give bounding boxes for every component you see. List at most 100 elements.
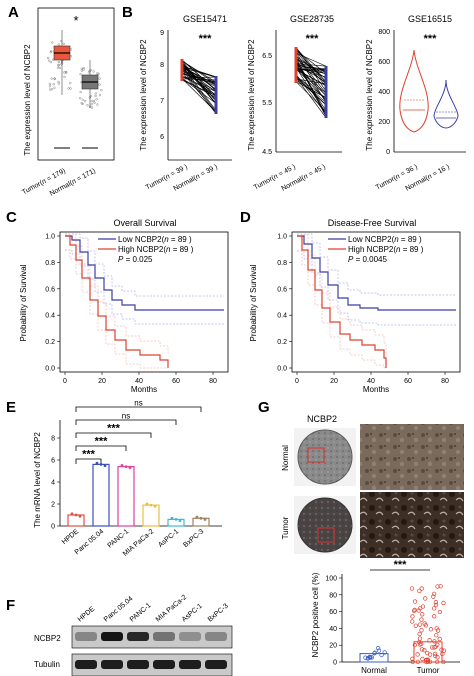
paired-line xyxy=(295,68,327,74)
blot-band xyxy=(101,632,123,641)
tumor-point xyxy=(415,659,420,665)
confidence-band xyxy=(65,249,168,369)
paired-line xyxy=(295,64,327,72)
ytick-label: 6 xyxy=(51,458,55,465)
lane-label: PANC-1 xyxy=(129,602,153,624)
tumor-point xyxy=(53,77,56,80)
tumor-point xyxy=(425,650,430,656)
panel-c: C Overall Survival Probability of Surviv… xyxy=(6,209,229,394)
gse15471-ylabel: The expression level of NCBP2 xyxy=(139,39,148,151)
panel-c-curves xyxy=(65,233,224,369)
paired-line xyxy=(181,78,217,113)
tumor-point xyxy=(48,85,52,88)
ytick-label: 0.0 xyxy=(277,366,287,373)
legend-low-text: Low NCBP2(n = 89 ) xyxy=(118,235,192,244)
gse16515-ytick: 400 xyxy=(378,89,390,96)
normal-point xyxy=(86,104,89,107)
comparison-bracket xyxy=(75,445,127,451)
bar xyxy=(92,463,110,527)
normal-highmag-texture xyxy=(360,424,464,490)
panel-g-title: NCBP2 xyxy=(307,414,337,424)
gse28735-ytick: 4.5 xyxy=(262,149,272,156)
tumor-point xyxy=(419,647,425,652)
ytick-label: 0.4 xyxy=(277,313,287,320)
panel-g-sig: *** xyxy=(394,559,408,571)
gse28735-plot: GSE28735 The expression level of NCBP2 4… xyxy=(247,14,342,193)
bar-point xyxy=(95,461,99,465)
survival-curve xyxy=(297,235,456,311)
normal-point xyxy=(82,66,85,70)
tumor-point xyxy=(412,599,418,604)
normal-point xyxy=(90,100,93,103)
tumor-point xyxy=(57,82,61,85)
tumor-point xyxy=(50,50,53,53)
normal-point xyxy=(363,655,368,660)
tumor-point xyxy=(417,636,423,641)
tumor-point xyxy=(64,70,68,74)
row-label-tumor: Tumor xyxy=(281,516,290,539)
panel-d-frame xyxy=(291,231,461,373)
panel-g-bars xyxy=(359,584,447,665)
panel-c-pvalue: P = 0.025 xyxy=(118,255,153,264)
tumor-point xyxy=(49,88,52,91)
tumor-point xyxy=(430,645,435,650)
tumor-point xyxy=(413,623,418,628)
blot-band xyxy=(205,660,227,669)
bar-point xyxy=(70,512,74,516)
xtick-label: 20 xyxy=(98,378,106,385)
tumor-point xyxy=(417,588,422,594)
panel-c-legend: Low NCBP2(n = 89 ) High NCBP2(n = 89 ) P… xyxy=(98,235,194,264)
panel-a-ylabel: The expression level of NCBP2 xyxy=(23,44,32,156)
bar xyxy=(67,514,85,527)
confidence-band xyxy=(297,233,456,296)
tumor-point xyxy=(49,61,52,64)
tumor-violin xyxy=(399,49,429,133)
paired-line xyxy=(295,56,327,97)
tumor-point xyxy=(420,656,425,662)
tumor-point xyxy=(437,636,442,642)
tumor-point xyxy=(427,659,433,664)
gse15471-paired-lines xyxy=(180,59,218,114)
tumor-point xyxy=(67,87,70,90)
tumor-point xyxy=(424,658,429,663)
normal-point xyxy=(79,97,82,100)
lane-label: BxPC-3 xyxy=(207,603,230,624)
normal-point xyxy=(90,103,93,106)
gse16515-plot: GSE16515 The expression level of NCBP2 0… xyxy=(365,14,466,193)
gse28735-ytick: 6.5 xyxy=(262,53,272,60)
tumor-point xyxy=(431,594,436,599)
ytick-label: 40 xyxy=(329,626,337,633)
xtick-label: 0 xyxy=(295,378,299,385)
panel-e-letter: E xyxy=(6,399,16,416)
ytick-label: 0.8 xyxy=(45,260,55,267)
tumor-point xyxy=(51,41,54,44)
panel-d-legend: Low NCBP2(n = 89 ) High NCBP2(n = 89 ) P… xyxy=(328,235,424,264)
panel-d-title: Disease-Free Survival xyxy=(328,218,417,228)
normal-point xyxy=(95,98,98,101)
gse16515-sig: *** xyxy=(424,33,438,45)
bar-label: AsPC-1 xyxy=(157,528,180,549)
bar xyxy=(142,504,160,527)
gse16515-ylabel: The expression level of NCBP2 xyxy=(365,39,374,151)
normal-point xyxy=(89,95,93,98)
survival-curve xyxy=(297,235,387,368)
panel-g-xlabel-normal: Normal xyxy=(361,666,387,675)
panel-d-ylabel: Probability of Survival xyxy=(249,264,258,341)
panel-b-letter: B xyxy=(122,4,133,21)
normal-point xyxy=(92,100,96,103)
paired-line xyxy=(181,60,217,85)
normal-point xyxy=(98,83,101,86)
survival-curve xyxy=(65,235,169,368)
normal-point xyxy=(375,646,381,651)
gse15471-title: GSE15471 xyxy=(183,14,227,24)
panel-f-bands xyxy=(75,632,227,669)
blot-band xyxy=(179,660,201,669)
tumor-point xyxy=(435,642,440,647)
comparison-bracket xyxy=(75,458,102,464)
tumor-point xyxy=(57,63,60,66)
gse16515-ytick: 800 xyxy=(378,29,390,36)
gse15471-ytick: 9 xyxy=(160,30,164,37)
ytick-label: 2 xyxy=(51,502,55,509)
